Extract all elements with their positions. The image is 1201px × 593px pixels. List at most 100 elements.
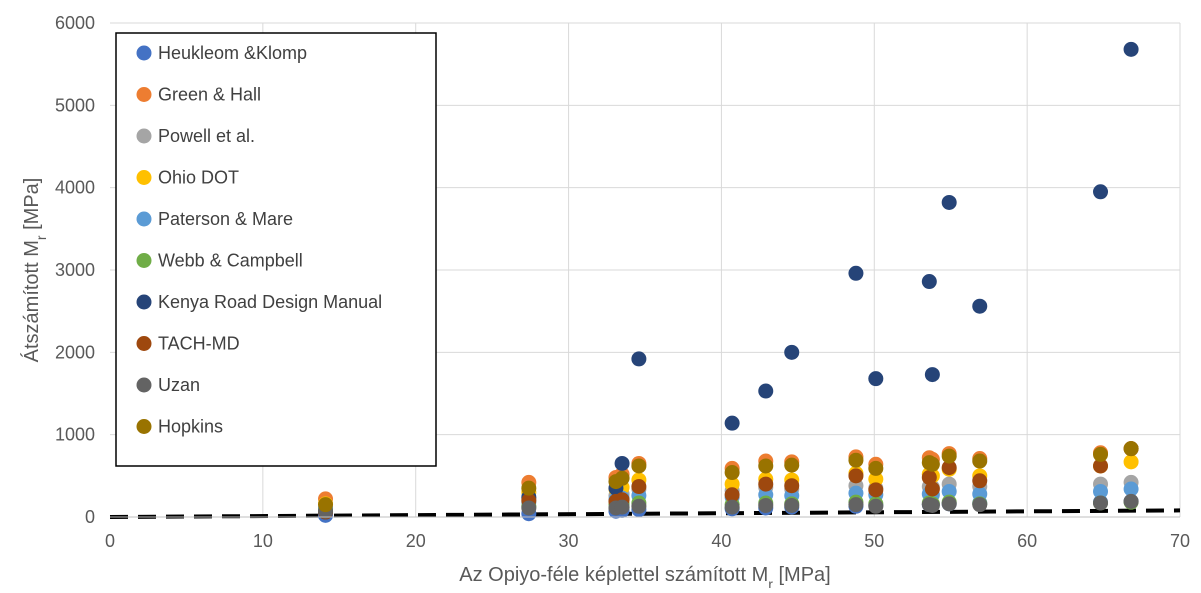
point-tach-md: [1093, 458, 1109, 474]
legend-label-ohio-dot: Ohio DOT: [158, 168, 239, 188]
x-tick-label: 60: [1017, 531, 1037, 551]
legend-marker-powell-et-al: [136, 128, 152, 144]
axes: 0 10 20 30 40 50 60 70 0 1000 2000 3000 4000 5000 6000: [55, 13, 1190, 551]
legend-label-uzan: Uzan: [158, 375, 200, 395]
y-tick-label: 2000: [55, 342, 95, 362]
point-hopkins: [941, 448, 957, 464]
point-kenya-road-design-manual: [972, 298, 988, 314]
point-hopkins: [1093, 446, 1109, 462]
y-tick-label: 4000: [55, 178, 95, 198]
series-kenya-road-design-manual: [318, 41, 1139, 520]
point-tach-md: [784, 478, 800, 494]
point-kenya-road-design-manual: [784, 344, 800, 360]
x-axis-title-unit: [MPa]: [773, 564, 831, 586]
legend-box: [115, 32, 437, 467]
legend-label-powell-et-al: Powell et al.: [158, 126, 255, 146]
point-tach-md: [972, 473, 988, 489]
point-tach-md: [631, 479, 647, 495]
point-hopkins: [724, 465, 740, 481]
point-hopkins: [318, 497, 334, 513]
point-hopkins: [868, 460, 884, 476]
x-tick-label: 10: [253, 531, 273, 551]
y-tick-label: 0: [85, 507, 95, 527]
point-hopkins: [614, 470, 630, 486]
legend-label-tach-md: TACH-MD: [158, 334, 240, 354]
point-hopkins: [972, 453, 988, 469]
point-tach-md: [941, 460, 957, 476]
point-kenya-road-design-manual: [924, 367, 940, 383]
y-tick-label: 1000: [55, 425, 95, 445]
legend-marker-heukleom-klomp: [136, 45, 152, 61]
point-ohio-dot: [868, 471, 884, 487]
x-tick-label: 30: [559, 531, 579, 551]
legend-marker-webb-campbell: [136, 253, 152, 268]
legend-marker-uzan: [136, 377, 152, 393]
point-tach-md: [848, 468, 864, 484]
point-kenya-road-design-manual: [758, 383, 774, 399]
point-uzan: [924, 497, 940, 513]
point-hopkins: [1123, 441, 1139, 457]
point-tach-md: [868, 482, 884, 498]
point-uzan: [521, 500, 537, 516]
point-paterson-mare: [1123, 481, 1139, 497]
point-ohio-dot: [1123, 454, 1139, 470]
x-tick-label: 50: [864, 531, 884, 551]
data-points: [318, 41, 1139, 523]
legend-label-green-hall: Green & Hall: [158, 85, 261, 105]
point-hopkins: [848, 452, 864, 468]
legend-marker-tach-md: [136, 336, 152, 351]
point-kenya-road-design-manual: [631, 351, 647, 367]
series-hopkins: [318, 441, 1139, 513]
point-kenya-road-design-manual: [848, 265, 864, 281]
point-uzan: [724, 499, 740, 515]
point-uzan: [1123, 493, 1139, 509]
legend-label-paterson-mare: Paterson & Mare: [158, 209, 293, 229]
y-tick-label: 5000: [55, 95, 95, 115]
x-axis-title: Az Opiyo-féle képlettel számított Mr [MP…: [459, 564, 830, 588]
point-kenya-road-design-manual: [921, 274, 937, 290]
series-uzan: [318, 493, 1139, 519]
x-tick-label: 40: [711, 531, 731, 551]
point-kenya-road-design-manual: [724, 415, 740, 431]
point-uzan: [758, 497, 774, 513]
x-tick-label: 70: [1170, 531, 1190, 551]
point-hopkins: [758, 458, 774, 474]
point-uzan: [614, 499, 630, 515]
point-kenya-road-design-manual: [941, 194, 957, 210]
point-hopkins: [924, 456, 940, 472]
legend-marker-ohio-dot: [136, 170, 152, 185]
point-uzan: [868, 498, 884, 514]
point-uzan: [784, 497, 800, 513]
point-ohio-dot: [724, 476, 740, 492]
point-hopkins: [521, 480, 537, 496]
legend-label-hopkins: Hopkins: [158, 417, 223, 437]
point-uzan: [941, 496, 957, 512]
point-paterson-mare: [941, 483, 957, 499]
x-tick-label: 0: [105, 531, 115, 551]
legend: Heukleom &Klomp Green & Hall Powell et al.…: [115, 32, 437, 467]
point-kenya-road-design-manual: [1093, 184, 1109, 200]
y-axis-title-subscript: r: [33, 235, 49, 240]
point-uzan: [972, 497, 988, 513]
point-uzan: [1093, 495, 1109, 511]
legend-marker-paterson-mare: [136, 211, 152, 227]
point-tach-md: [758, 476, 774, 492]
legend-label-webb-campbell: Webb & Campbell: [158, 251, 303, 271]
point-kenya-road-design-manual: [1123, 41, 1139, 57]
point-kenya-road-design-manual: [614, 455, 630, 471]
point-tach-md: [724, 487, 740, 503]
x-axis-title-subscript: r: [768, 576, 773, 588]
point-paterson-mare: [1093, 483, 1109, 499]
point-kenya-road-design-manual: [868, 371, 884, 387]
point-uzan: [848, 497, 864, 513]
point-uzan: [631, 498, 647, 514]
y-axis-title-unit: [MPa]: [21, 178, 43, 236]
point-tach-md: [921, 469, 937, 485]
legend-marker-hopkins: [136, 419, 152, 434]
legend-label-heukleom-klomp: Heukleom &Klomp: [158, 43, 307, 63]
point-hopkins: [784, 457, 800, 473]
legend-label-kenya-road-design-manual: Kenya Road Design Manual: [158, 292, 382, 312]
point-hopkins: [631, 458, 647, 474]
